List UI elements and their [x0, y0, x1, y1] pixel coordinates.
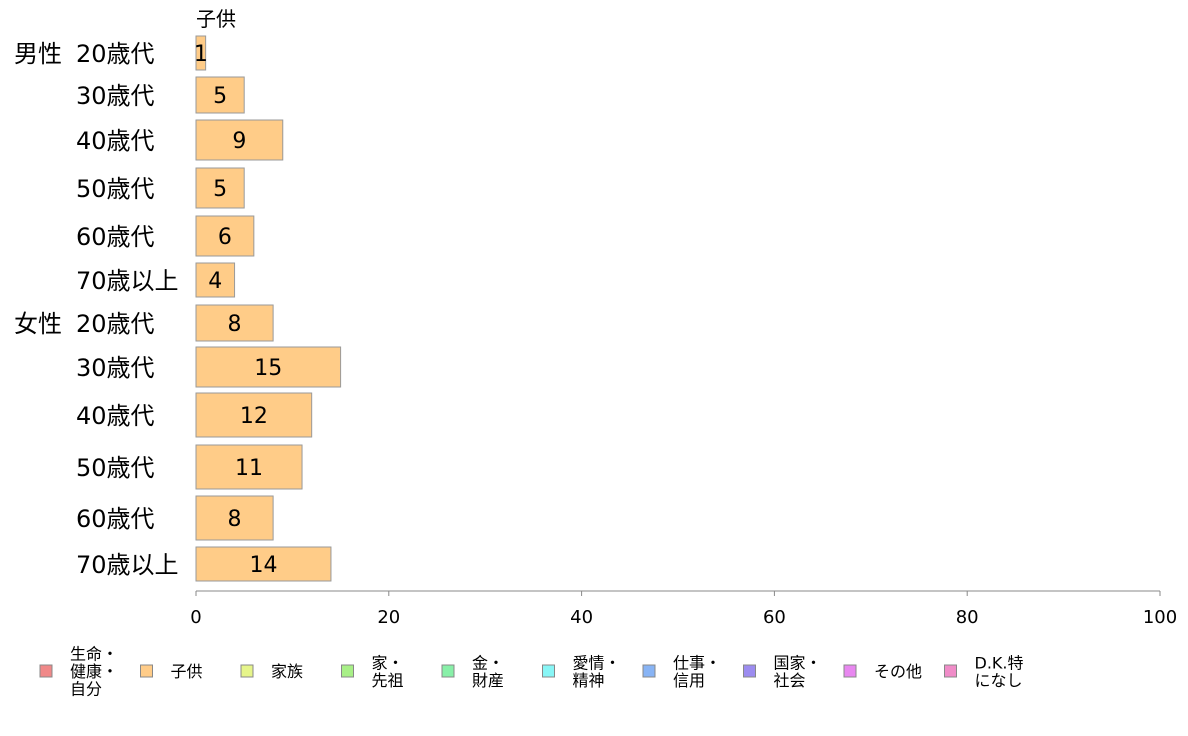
x-axis: 0 20 40 60 80 100: [190, 590, 1177, 628]
row-label: 40歳代: [76, 402, 155, 430]
legend-swatch: [843, 664, 857, 678]
legend-label-line: 家・: [372, 653, 404, 672]
bar-value-label: 14: [249, 553, 277, 578]
bar-value-label: 11: [235, 456, 263, 481]
bar-value-label: 5: [213, 177, 227, 202]
legend-label-line: 社会: [774, 671, 806, 690]
bar-g0-r5: [195, 262, 236, 298]
legend-label: D.K.特になし: [975, 653, 1024, 690]
legend-label-line: 金・: [472, 653, 504, 672]
bar-g1-r0: [195, 304, 274, 342]
legend-label-line: 子供: [171, 662, 203, 681]
bar-g1-r4: [195, 495, 274, 541]
bar-g0-r3: [195, 167, 245, 209]
bar-value-label: 15: [254, 356, 282, 381]
bar-g1-r1: [195, 346, 342, 388]
legend-label: 子供: [171, 662, 203, 681]
legend-label: 生命・健康・自分: [70, 645, 118, 699]
legend-label-line: 精神: [573, 671, 605, 690]
legend-label-line: 国家・: [774, 653, 822, 672]
bar-g0-r0: [195, 35, 207, 71]
legend-label: 国家・社会: [774, 653, 822, 690]
bar-value-label: 5: [213, 84, 227, 109]
bar-value-label: 4: [208, 269, 222, 294]
legend-label-line: 先祖: [372, 671, 404, 690]
legend-label-line: 愛情・: [573, 653, 621, 672]
x-tick-label: 60: [763, 607, 786, 628]
legend-label-line: 生命・: [70, 645, 118, 664]
bar-value-label: 12: [240, 404, 268, 429]
chart-rows: 男性 20歳代 1 30歳代 5 40歳代 9 50歳代 5 60歳代 6 70歳以上 4 女性 20歳代 8…: [14, 35, 342, 582]
bar-g1-r5: [195, 546, 332, 582]
legend-label-line: その他: [874, 662, 922, 681]
row-label: 40歳代: [76, 127, 155, 155]
bar-g1-r3: [195, 444, 303, 490]
legend-label-line: D.K.特: [975, 653, 1024, 672]
legend-swatch: [542, 664, 555, 678]
legend-label: 家・先祖: [372, 653, 404, 690]
legend-swatch: [441, 664, 455, 678]
group-label: 女性: [14, 310, 62, 338]
row-label: 50歳代: [76, 175, 155, 203]
x-tick-label: 40: [570, 607, 593, 628]
row-label: 60歳代: [76, 505, 155, 533]
row-label: 70歳以上: [76, 267, 179, 295]
legend: 生命・健康・自分 子供 家族 家・先祖 金・財産 愛情・精神 仕事・信用 国家・社会 その他 D.…: [39, 645, 1024, 699]
legend-label: 愛情・精神: [573, 653, 621, 690]
x-tick-label: 100: [1143, 607, 1177, 628]
x-tick-label: 20: [377, 607, 400, 628]
x-tick-label: 80: [956, 607, 979, 628]
row-label: 50歳代: [76, 454, 155, 482]
bar-value-label: 9: [232, 129, 246, 154]
bar-value-label: 8: [228, 312, 242, 337]
row-label: 30歳代: [76, 354, 155, 382]
row-label: 20歳代: [76, 310, 155, 338]
legend-label: 家族: [271, 662, 303, 681]
legend-label-line: 財産: [472, 671, 504, 690]
legend-label-line: 家族: [271, 662, 303, 681]
legend-swatch: [140, 664, 153, 678]
legend-label: その他: [874, 662, 922, 681]
bar-value-label: 1: [194, 42, 208, 67]
legend-swatch: [341, 664, 354, 678]
bar-value-label: 8: [228, 507, 242, 532]
x-tick-label: 0: [190, 607, 201, 628]
row-label: 30歳代: [76, 82, 155, 110]
legend-swatch: [642, 664, 656, 678]
legend-swatch: [944, 664, 957, 678]
bar-g0-r1: [195, 76, 245, 114]
legend-swatch: [743, 664, 756, 678]
group-label: 男性: [14, 40, 62, 68]
legend-label: 金・財産: [472, 653, 504, 690]
legend-swatch: [39, 664, 53, 678]
row-label: 60歳代: [76, 223, 155, 251]
legend-swatch: [240, 664, 254, 678]
bar-g1-r2: [195, 392, 313, 438]
bar-value-label: 6: [218, 225, 232, 250]
legend-label-line: 健康・: [70, 662, 118, 681]
bar-g0-r4: [195, 215, 255, 257]
row-label: 20歳代: [76, 40, 155, 68]
legend-label-line: 自分: [70, 680, 102, 699]
legend-label-line: になし: [975, 671, 1023, 690]
legend-label: 仕事・信用: [673, 653, 721, 690]
row-label: 70歳以上: [76, 551, 179, 579]
bar-g0-r2: [195, 119, 284, 161]
legend-label-line: 信用: [673, 671, 705, 690]
series-title: 子供: [196, 7, 236, 31]
legend-label-line: 仕事・: [673, 653, 721, 672]
